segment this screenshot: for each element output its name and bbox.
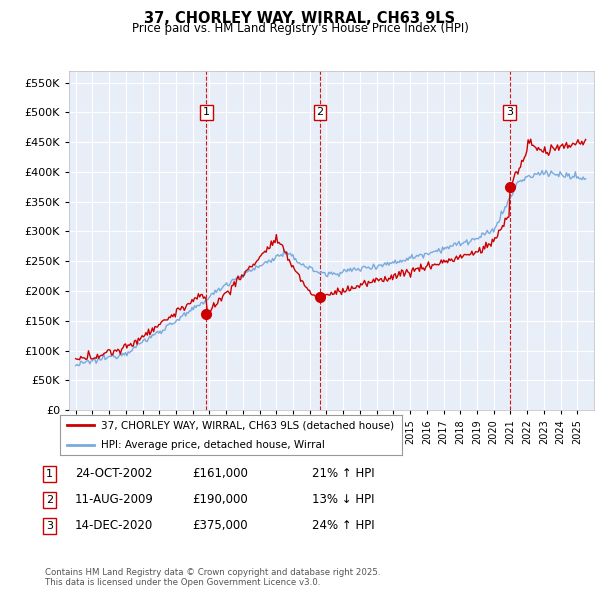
- Text: 21% ↑ HPI: 21% ↑ HPI: [312, 467, 374, 480]
- Text: Price paid vs. HM Land Registry's House Price Index (HPI): Price paid vs. HM Land Registry's House …: [131, 22, 469, 35]
- Text: 1: 1: [203, 107, 210, 117]
- Text: 24% ↑ HPI: 24% ↑ HPI: [312, 519, 374, 532]
- Text: 1: 1: [46, 469, 53, 478]
- Text: 2: 2: [46, 495, 53, 504]
- Text: 37, CHORLEY WAY, WIRRAL, CH63 9LS (detached house): 37, CHORLEY WAY, WIRRAL, CH63 9LS (detac…: [101, 421, 394, 430]
- Text: £161,000: £161,000: [192, 467, 248, 480]
- Text: 2: 2: [316, 107, 323, 117]
- Text: 3: 3: [46, 521, 53, 530]
- Text: 24-OCT-2002: 24-OCT-2002: [75, 467, 152, 480]
- Text: 3: 3: [506, 107, 513, 117]
- Text: 13% ↓ HPI: 13% ↓ HPI: [312, 493, 374, 506]
- Text: £375,000: £375,000: [192, 519, 248, 532]
- Text: HPI: Average price, detached house, Wirral: HPI: Average price, detached house, Wirr…: [101, 441, 325, 450]
- Text: £190,000: £190,000: [192, 493, 248, 506]
- Text: 11-AUG-2009: 11-AUG-2009: [75, 493, 154, 506]
- Text: 37, CHORLEY WAY, WIRRAL, CH63 9LS: 37, CHORLEY WAY, WIRRAL, CH63 9LS: [145, 11, 455, 25]
- Text: Contains HM Land Registry data © Crown copyright and database right 2025.
This d: Contains HM Land Registry data © Crown c…: [45, 568, 380, 587]
- Text: 14-DEC-2020: 14-DEC-2020: [75, 519, 153, 532]
